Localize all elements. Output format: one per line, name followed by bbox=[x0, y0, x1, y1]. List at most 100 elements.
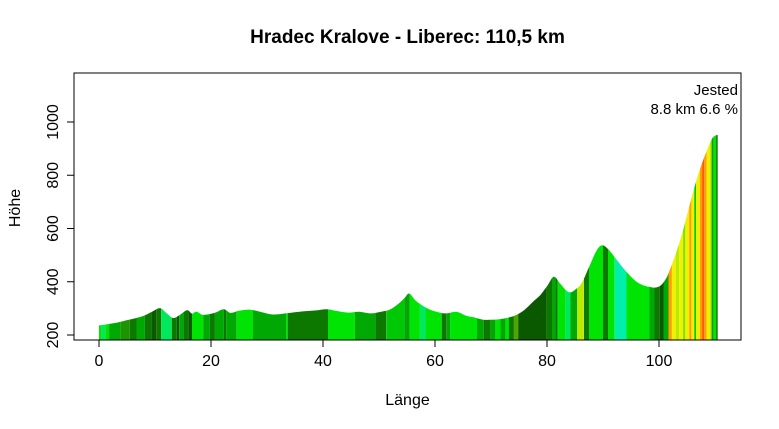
peak-annotation: Jested 8.8 km 6.6 % bbox=[650, 81, 738, 119]
gradient-stripe bbox=[505, 134, 509, 340]
gradient-stripe bbox=[557, 134, 566, 340]
gradient-stripe bbox=[179, 134, 184, 340]
gradient-stripe bbox=[663, 134, 669, 340]
gradient-stripe bbox=[203, 134, 210, 340]
gradient-stripe bbox=[105, 134, 110, 340]
gradient-stripe bbox=[223, 134, 227, 340]
gradient-stripe bbox=[328, 134, 355, 340]
gradient-stripe bbox=[706, 134, 710, 340]
gradient-stripe bbox=[450, 134, 477, 340]
gradient-stripe bbox=[386, 134, 405, 340]
gradient-stripe bbox=[426, 134, 442, 340]
x-tick-label: 20 bbox=[202, 353, 220, 370]
gradient-stripe bbox=[654, 134, 660, 340]
gradient-stripe bbox=[109, 134, 121, 340]
gradient-stripe bbox=[649, 134, 655, 340]
gradient-stripe bbox=[514, 134, 519, 340]
gradient-stripe bbox=[354, 134, 376, 340]
chart-title: Hradec Kralove - Liberec: 110,5 km bbox=[250, 27, 565, 48]
gradient-stripe bbox=[375, 134, 387, 340]
y-tick-label: 400 bbox=[45, 268, 62, 295]
gradient-stripe bbox=[671, 134, 676, 340]
gradient-stripe bbox=[171, 134, 177, 340]
gradient-stripe bbox=[253, 134, 286, 340]
gradient-stripe bbox=[691, 134, 695, 340]
gradient-stripe bbox=[419, 134, 427, 340]
gradient-stripe bbox=[711, 134, 714, 340]
gradient-stripe bbox=[446, 134, 451, 340]
y-tick-label: 600 bbox=[45, 215, 62, 242]
gradient-stripe bbox=[209, 134, 215, 340]
gradient-stripe bbox=[552, 134, 556, 340]
gradient-stripe bbox=[287, 134, 328, 340]
gradient-stripe bbox=[161, 134, 172, 340]
gradient-stripe bbox=[99, 134, 102, 340]
gradient-stripe bbox=[713, 134, 717, 340]
gradient-stripe bbox=[626, 134, 650, 340]
gradient-stripe bbox=[183, 134, 189, 340]
x-axis: 0 20 40 60 80 100 bbox=[95, 340, 673, 370]
gradient-stripes bbox=[99, 134, 718, 340]
gradient-stripe bbox=[188, 134, 192, 340]
gradient-stripe bbox=[490, 134, 496, 340]
y-tick-label: 800 bbox=[45, 162, 62, 189]
gradient-stripe bbox=[136, 134, 145, 340]
plot-box bbox=[73, 72, 742, 341]
gradient-stripe bbox=[518, 134, 547, 340]
y-axis: 200 400 600 800 1000 bbox=[45, 104, 74, 348]
gradient-stripe bbox=[702, 134, 705, 340]
gradient-stripe bbox=[176, 134, 179, 340]
x-tick-label: 60 bbox=[426, 353, 444, 370]
gradient-stripe bbox=[694, 134, 696, 340]
gradient-stripe bbox=[683, 134, 686, 340]
x-axis-label: Länge bbox=[385, 392, 430, 409]
x-tick-label: 80 bbox=[538, 353, 556, 370]
gradient-stripe bbox=[614, 134, 627, 340]
gradient-stripe bbox=[120, 134, 130, 340]
gradient-stripe bbox=[495, 134, 501, 340]
gradient-stripe bbox=[584, 134, 589, 340]
gradient-stripe bbox=[570, 134, 578, 340]
gradient-stripe bbox=[685, 134, 690, 340]
gradient-stripe bbox=[508, 134, 514, 340]
peak-annotation-stats: 8.8 km 6.6 % bbox=[650, 101, 738, 118]
gradient-stripe bbox=[675, 134, 680, 340]
x-tick-label: 100 bbox=[646, 353, 673, 370]
y-axis-label: Höhe bbox=[7, 188, 24, 228]
gradient-stripe bbox=[483, 134, 491, 340]
gradient-stripe bbox=[546, 134, 552, 340]
gradient-stripe bbox=[603, 134, 608, 340]
gradient-stripe bbox=[477, 134, 484, 340]
gradient-stripe bbox=[500, 134, 506, 340]
gradient-stripe bbox=[236, 134, 253, 340]
gradient-stripe bbox=[555, 134, 558, 340]
gradient-stripe bbox=[286, 134, 288, 340]
gradient-stripe bbox=[679, 134, 684, 340]
gradient-stripe bbox=[101, 134, 106, 340]
gradient-stripe bbox=[214, 134, 224, 340]
gradient-stripe bbox=[151, 134, 157, 340]
gradient-stripe bbox=[226, 134, 237, 340]
gradient-stripe bbox=[409, 134, 420, 340]
gradient-stripe bbox=[689, 134, 692, 340]
peak-annotation-name: Jested bbox=[693, 82, 738, 99]
gradient-stripe bbox=[129, 134, 137, 340]
gradient-stripe bbox=[565, 134, 571, 340]
gradient-stripe bbox=[404, 134, 410, 340]
gradient-stripe bbox=[192, 134, 204, 340]
y-tick-label: 1000 bbox=[45, 104, 62, 140]
x-tick-label: 0 bbox=[95, 353, 104, 370]
gradient-stripe bbox=[577, 134, 584, 340]
gradient-stripe bbox=[608, 134, 615, 340]
gradient-stripe bbox=[704, 134, 707, 340]
gradient-stripe bbox=[668, 134, 672, 340]
gradient-stripe bbox=[699, 134, 703, 340]
gradient-stripe bbox=[710, 134, 712, 340]
gradient-stripe bbox=[659, 134, 664, 340]
gradient-stripe bbox=[156, 134, 162, 340]
gradient-stripe bbox=[441, 134, 447, 340]
y-tick-label: 200 bbox=[45, 322, 62, 349]
gradient-stripe bbox=[144, 134, 152, 340]
